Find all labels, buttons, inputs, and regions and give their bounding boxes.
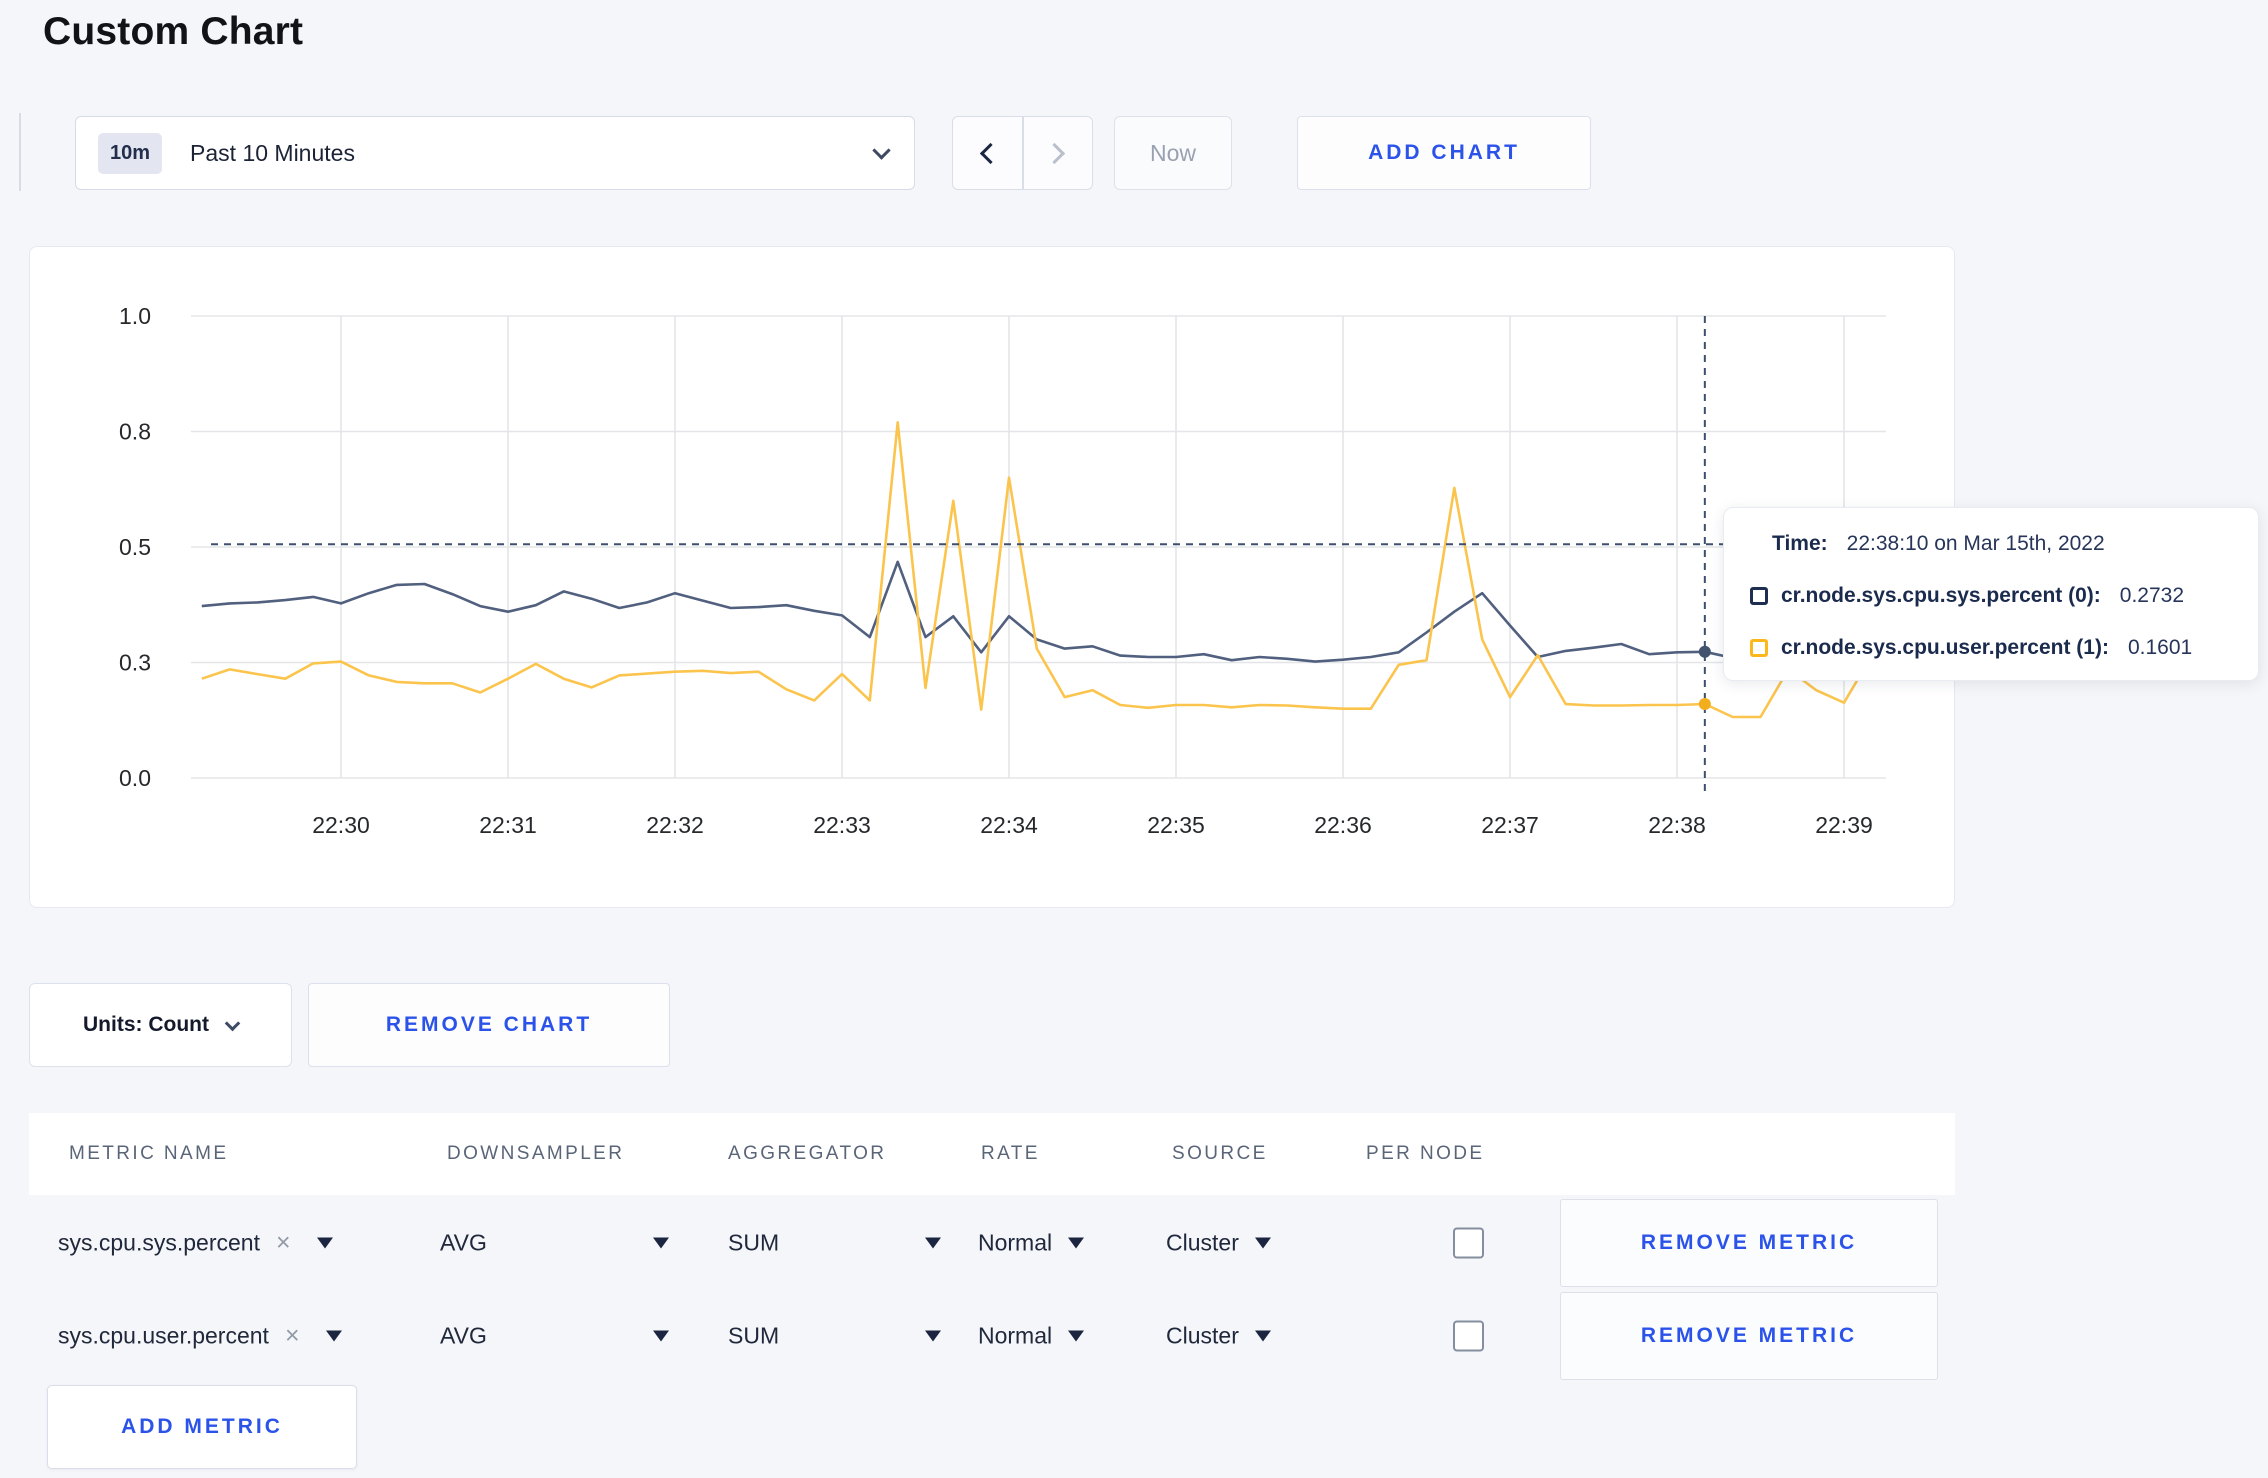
chevron-down-icon [872,140,891,160]
svg-text:22:31: 22:31 [479,812,537,838]
remove-metric-button[interactable]: REMOVE METRIC [1560,1292,1938,1380]
chevron-left-icon [979,142,1001,164]
svg-text:22:34: 22:34 [980,812,1038,838]
tooltip-series-value: 0.1601 [2127,636,2193,659]
svg-text:22:38: 22:38 [1648,812,1706,838]
column-header-rate: RATE [981,1143,1040,1164]
toolbar-left-divider [19,113,21,191]
tooltip-time-value: 22:38:10 on Mar 15th, 2022 [1846,532,2105,555]
tooltip-series-row: cr.node.sys.cpu.sys.percent (0): 0.2732 [1750,584,2234,608]
time-back-button[interactable] [952,116,1023,190]
tooltip-time-row: Time: 22:38:10 on Mar 15th, 2022 [1772,532,2234,556]
svg-text:22:39: 22:39 [1815,812,1873,838]
cpu-percent-line-chart[interactable]: 0.0 0.3 0.5 0.8 1.0 22:30 22:31 22:32 22:33 22:34… [30,247,1956,909]
svg-text:1.0: 1.0 [119,303,151,329]
svg-text:22:30: 22:30 [312,812,370,838]
tooltip-series-row: cr.node.sys.cpu.user.percent (1): 0.1601 [1750,636,2234,660]
rate-value[interactable]: Normal [978,1322,1053,1349]
svg-text:0.3: 0.3 [119,650,151,676]
source-value[interactable]: Cluster [1166,1322,1239,1349]
chart-hover-tooltip: Time: 22:38:10 on Mar 15th, 2022 cr.node… [1723,507,2259,681]
chevron-right-icon [1044,142,1066,164]
per-node-checkbox[interactable] [1453,1320,1484,1352]
tooltip-time-label: Time: [1772,532,1828,555]
time-pager [952,116,1093,190]
rate-caret-icon[interactable] [1068,1330,1085,1342]
svg-text:22:33: 22:33 [813,812,871,838]
downsampler-value[interactable]: AVG [440,1322,487,1349]
aggregator-caret-icon[interactable] [925,1330,941,1342]
table-row: sys.cpu.user.percent × AVG SUM Normal Cl… [29,1290,1955,1382]
remove-chart-button[interactable]: REMOVE CHART [308,983,670,1067]
metric-name-value[interactable]: sys.cpu.sys.percent [58,1229,260,1256]
aggregator-value[interactable]: SUM [728,1322,780,1349]
chevron-down-icon [224,1015,241,1031]
rate-value[interactable]: Normal [978,1229,1053,1256]
tooltip-series-label: cr.node.sys.cpu.sys.percent (0): [1781,584,2101,607]
downsampler-caret-icon[interactable] [653,1330,669,1342]
tooltip-series-label: cr.node.sys.cpu.user.percent (1): [1781,636,2109,659]
time-range-select[interactable]: 10m Past 10 Minutes [75,116,915,190]
svg-text:22:32: 22:32 [646,812,704,838]
column-header-metric-name: METRIC NAME [69,1143,229,1164]
remove-metric-button[interactable]: REMOVE METRIC [1560,1199,1938,1287]
rate-caret-icon[interactable] [1068,1237,1085,1249]
svg-text:22:35: 22:35 [1147,812,1205,838]
source-caret-icon[interactable] [1254,1237,1271,1249]
sys-series-swatch-icon [1750,587,1768,605]
time-range-badge: 10m [98,132,163,174]
column-header-downsampler: DOWNSAMPLER [447,1143,625,1164]
chart-card: 0.0 0.3 0.5 0.8 1.0 22:30 22:31 22:32 22:33 22:34… [29,246,2259,909]
source-caret-icon[interactable] [1254,1330,1271,1342]
units-select[interactable]: Units: Count [29,983,292,1067]
tooltip-series-value: 0.2732 [2119,584,2185,607]
remove-metric-tag-icon[interactable]: × [284,1321,300,1350]
metric-name-value[interactable]: sys.cpu.user.percent [58,1322,269,1349]
metric-dropdown-caret-icon[interactable] [316,1237,333,1249]
metrics-table-header: METRIC NAME DOWNSAMPLER AGGREGATOR RATE … [29,1113,1955,1195]
svg-text:0.0: 0.0 [119,765,151,791]
svg-text:22:36: 22:36 [1314,812,1372,838]
svg-text:0.5: 0.5 [119,534,151,560]
svg-text:0.8: 0.8 [119,419,151,445]
page-title: Custom Chart [43,10,304,53]
metric-dropdown-caret-icon[interactable] [325,1330,342,1342]
column-header-aggregator: AGGREGATOR [728,1143,887,1164]
source-value[interactable]: Cluster [1166,1229,1239,1256]
per-node-checkbox[interactable] [1453,1227,1484,1259]
column-header-per-node: PER NODE [1366,1143,1485,1164]
add-metric-button[interactable]: ADD METRIC [47,1385,357,1469]
remove-metric-tag-icon[interactable]: × [275,1228,291,1257]
downsampler-caret-icon[interactable] [653,1237,669,1249]
time-forward-button[interactable] [1022,116,1093,190]
aggregator-value[interactable]: SUM [728,1229,780,1256]
units-label: Units: Count [83,1013,209,1036]
aggregator-caret-icon[interactable] [925,1237,941,1249]
downsampler-value[interactable]: AVG [440,1229,487,1256]
svg-text:22:37: 22:37 [1481,812,1539,838]
column-header-source: SOURCE [1172,1143,1268,1164]
user-series-swatch-icon [1750,639,1768,657]
time-range-label: Past 10 Minutes [190,139,355,166]
now-button[interactable]: Now [1114,116,1232,190]
add-chart-button[interactable]: ADD CHART [1297,116,1591,190]
table-row: sys.cpu.sys.percent × AVG SUM Normal Clu… [29,1197,1955,1289]
